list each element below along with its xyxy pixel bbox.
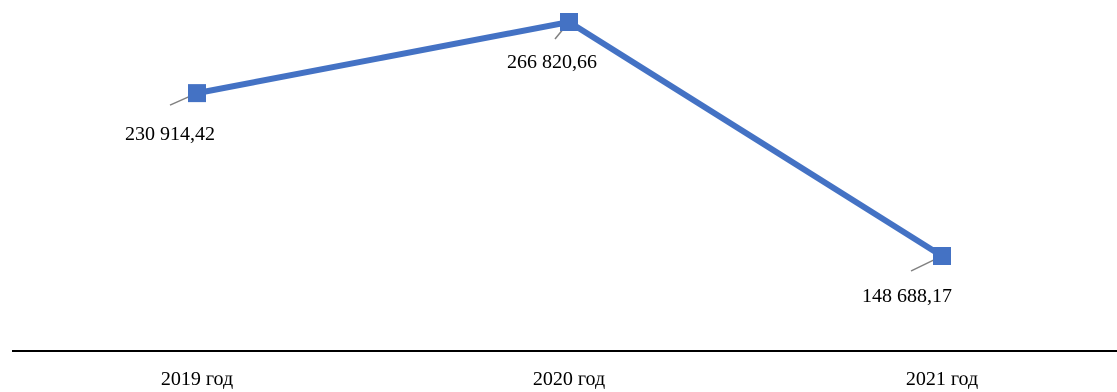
series-group <box>188 13 951 265</box>
x-tick-labels: 2019 год 2020 год 2021 год <box>161 368 978 390</box>
data-labels: 230 914,42 266 820,66 148 688,17 <box>125 51 952 307</box>
x-tick-label: 2019 год <box>161 368 233 390</box>
data-label: 230 914,42 <box>125 123 215 145</box>
data-point-marker <box>933 247 951 265</box>
x-tick-label: 2020 год <box>533 368 605 390</box>
data-label: 148 688,17 <box>862 285 952 307</box>
data-point-marker <box>560 13 578 31</box>
x-tick-label: 2021 год <box>906 368 978 390</box>
data-label: 266 820,66 <box>507 51 597 73</box>
data-point-marker <box>188 84 206 103</box>
